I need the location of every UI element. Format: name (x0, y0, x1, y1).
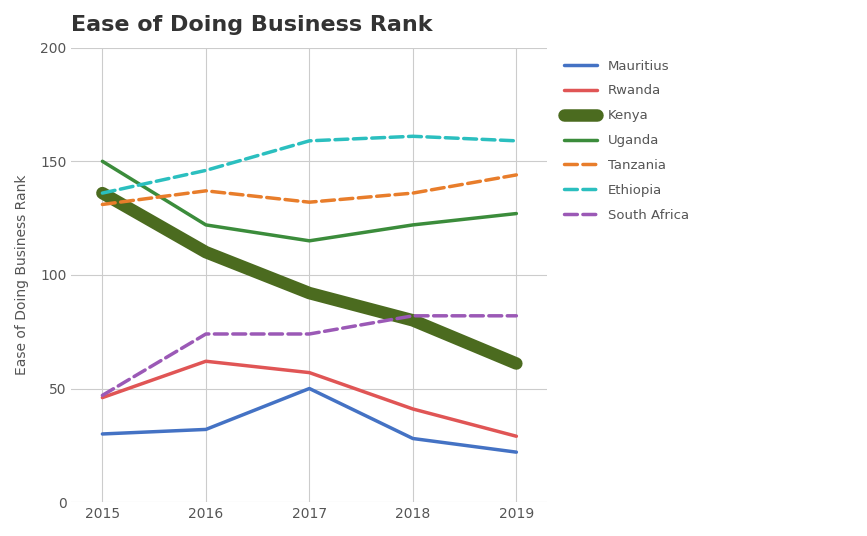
Rwanda (200, 358, 211, 364)
Line: Mauritius: Mauritius (102, 389, 517, 452)
Line: South Africa: South Africa (102, 316, 517, 396)
Uganda (512, 210, 522, 217)
South Africa (304, 331, 315, 337)
Line: Tanzania: Tanzania (102, 175, 517, 204)
Line: Uganda: Uganda (102, 161, 517, 241)
Ethiopia (304, 138, 315, 144)
South Africa (407, 312, 418, 319)
Kenya (97, 190, 108, 196)
Mauritius (512, 449, 522, 456)
South Africa (512, 312, 522, 319)
Mauritius (304, 385, 315, 392)
South Africa (200, 331, 211, 337)
Line: Kenya: Kenya (102, 193, 517, 363)
Rwanda (407, 406, 418, 412)
Rwanda (97, 394, 108, 401)
Kenya (200, 249, 211, 255)
Tanzania (512, 172, 522, 178)
Y-axis label: Ease of Doing Business Rank: Ease of Doing Business Rank (15, 175, 29, 375)
Rwanda (304, 369, 315, 376)
Mauritius (97, 431, 108, 437)
Tanzania (407, 190, 418, 196)
Tanzania (304, 199, 315, 205)
Text: Ease of Doing Business Rank: Ease of Doing Business Rank (71, 15, 433, 35)
Kenya (407, 317, 418, 324)
Tanzania (97, 201, 108, 207)
Ethiopia (512, 138, 522, 144)
Ethiopia (97, 190, 108, 196)
Uganda (304, 237, 315, 244)
Uganda (407, 222, 418, 228)
Line: Ethiopia: Ethiopia (102, 136, 517, 193)
Uganda (200, 222, 211, 228)
Rwanda (512, 433, 522, 440)
Kenya (512, 360, 522, 367)
Mauritius (407, 435, 418, 442)
Ethiopia (200, 167, 211, 174)
Legend: Mauritius, Rwanda, Kenya, Uganda, Tanzania, Ethiopia, South Africa: Mauritius, Rwanda, Kenya, Uganda, Tanzan… (558, 54, 694, 227)
Mauritius (200, 426, 211, 433)
Tanzania (200, 188, 211, 194)
South Africa (97, 392, 108, 399)
Ethiopia (407, 133, 418, 139)
Line: Rwanda: Rwanda (102, 361, 517, 436)
Uganda (97, 158, 108, 165)
Kenya (304, 290, 315, 296)
